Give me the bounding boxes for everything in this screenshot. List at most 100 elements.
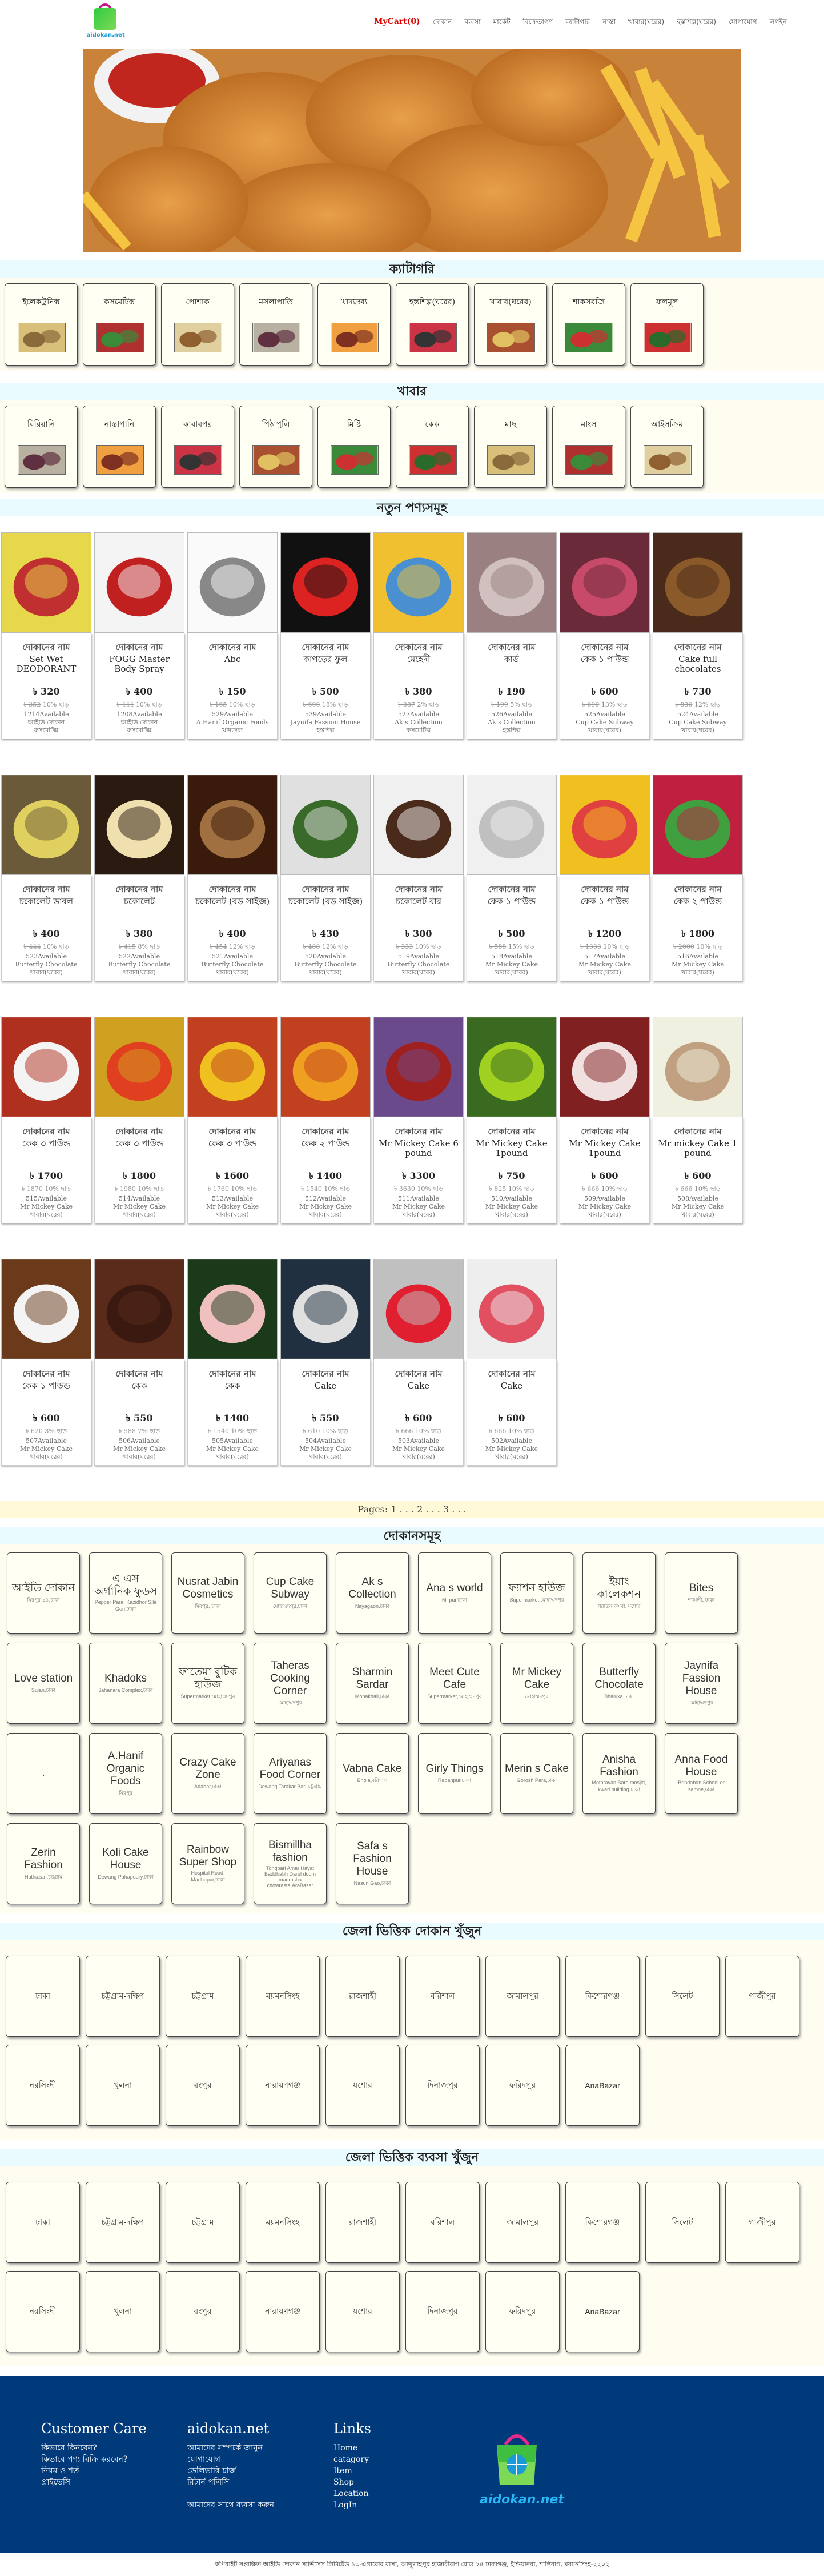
seller-name[interactable]: Mr Mickey Cake — [20, 1445, 73, 1452]
district-card[interactable]: সিলেট — [645, 2182, 720, 2263]
district-card[interactable]: দিনাজপুর — [405, 2271, 480, 2352]
category-card[interactable]: কসমেটিক্স — [83, 283, 156, 366]
shop-card[interactable]: Safa s Fashion House Nasun Gao,ঢাকা — [336, 1823, 409, 1904]
product-image[interactable] — [467, 1259, 557, 1359]
district-card[interactable]: চট্টগ্রাম-দক্ষিণ — [86, 1956, 160, 2037]
product-card[interactable]: দোকানের নাম Mr Mickey Cake 1pound ৳ 600 ৳ 6… — [558, 1017, 652, 1259]
seller-name[interactable]: Mr Mickey Cake — [392, 1203, 445, 1210]
product-name[interactable]: মেহেদী — [407, 654, 431, 664]
product-image[interactable] — [653, 1017, 743, 1117]
seller-name[interactable]: Mr Mickey Cake — [485, 1445, 538, 1452]
product-image[interactable] — [467, 775, 557, 875]
product-image[interactable] — [1, 1259, 91, 1359]
seller-name[interactable]: Butterfly Chocolate — [387, 961, 450, 968]
district-card[interactable]: রংপুর — [166, 2271, 240, 2352]
food-card[interactable]: মাছ — [474, 406, 547, 488]
footer-link[interactable]: আমাদের সম্পর্কে জানুন — [187, 2443, 263, 2453]
nav-item[interactable]: ক্যাটাগরি — [565, 18, 590, 26]
district-card[interactable]: ফরিদপুর — [485, 2045, 560, 2126]
product-name[interactable]: কেক ১ পাউন্ড — [22, 1381, 71, 1391]
product-card[interactable]: দোকানের নাম Mr mickey Cake 1 pound ৳ 600 ৳ … — [652, 1017, 745, 1259]
product-name[interactable]: FOGG Master Body Spray — [109, 654, 170, 674]
footer-link[interactable]: Item — [333, 2466, 352, 2475]
cart-link[interactable]: MyCart(0) — [374, 17, 420, 26]
category-card[interactable]: ইলেকট্রনিক্স — [5, 283, 78, 366]
product-name[interactable]: কেক — [131, 1381, 147, 1391]
product-card[interactable]: দোকানের নাম কেক ২ পাউন্ড ৳ 1800 ৳ 2000 10% … — [652, 775, 745, 1017]
district-card[interactable]: চট্টগ্রাম — [166, 2182, 240, 2263]
district-card[interactable]: নরসিংদী — [6, 2045, 80, 2126]
footer-link[interactable]: রিটার্ন পলিসি — [187, 2478, 230, 2487]
product-card[interactable]: দোকানের নাম Cake full chocolates ৳ 730 ৳ 83… — [652, 532, 745, 775]
district-card[interactable]: খুলনা — [86, 2045, 160, 2126]
district-card[interactable]: নারায়ণগঞ্জ — [246, 2045, 320, 2126]
product-image[interactable] — [653, 532, 743, 633]
product-name[interactable]: কেক ১ পাউন্ড — [580, 654, 629, 664]
product-image[interactable] — [467, 532, 557, 633]
district-card[interactable]: গাজীপুর — [725, 1956, 799, 2037]
site-logo[interactable]: aidokan.net — [86, 3, 126, 41]
food-card[interactable]: মাংস — [552, 406, 625, 488]
seller-name[interactable]: Mr Mickey Cake — [113, 1445, 166, 1452]
product-image[interactable] — [373, 1259, 464, 1359]
district-card[interactable]: কিশোরগঞ্জ — [565, 2182, 640, 2263]
product-name[interactable]: Abc — [224, 654, 241, 664]
product-image[interactable] — [187, 1017, 278, 1117]
product-card[interactable]: দোকানের নাম Cake ৳ 600 ৳ 666 10% ছাড় 502Ava… — [465, 1259, 558, 1501]
product-card[interactable]: দোকানের নাম চকোলেট ৳ 380 ৳ 415 8% ছাড় 522Av… — [93, 775, 186, 1017]
food-card[interactable]: কাবাবপর — [161, 406, 234, 488]
district-card[interactable]: নারায়ণগঞ্জ — [246, 2271, 320, 2352]
product-image[interactable] — [653, 775, 743, 875]
product-card[interactable]: দোকানের নাম চকোলেট বার ৳ 300 ৳ 333 10% ছাড়… — [372, 775, 465, 1017]
category-card[interactable]: খাদ্যদ্রব্য — [317, 283, 391, 366]
shop-card[interactable]: . — [7, 1733, 80, 1814]
nav-item[interactable]: নাস্তা — [602, 18, 616, 26]
district-card[interactable]: AriaBazar — [565, 2045, 640, 2126]
product-card[interactable]: দোকানের নাম Abc ৳ 150 ৳ 165 10% ছাড় 529Avai… — [186, 532, 279, 775]
district-card[interactable]: রাজশাহী — [325, 2182, 400, 2263]
product-name[interactable]: চকোলেট বার — [395, 896, 442, 906]
food-card[interactable]: মিষ্টি — [317, 406, 391, 488]
product-image[interactable] — [560, 532, 650, 633]
footer-link[interactable]: নিয়ম ও শর্ত — [41, 2466, 79, 2475]
product-card[interactable]: দোকানের নাম কেক ২ পাউন্ড ৳ 1400 ৳ 1540 10% … — [279, 1017, 372, 1259]
district-card[interactable]: বরিশাল — [405, 1956, 480, 2037]
seller-name[interactable]: Cup Cake Subway — [669, 719, 727, 726]
product-image[interactable] — [560, 1017, 650, 1117]
district-card[interactable]: নরসিংদী — [6, 2271, 80, 2352]
footer-link[interactable]: LogIn — [333, 2501, 357, 2510]
seller-name[interactable]: Cup Cake Subway — [576, 719, 634, 726]
product-name[interactable]: চকোলেট (বড় সাইজ) — [195, 896, 270, 906]
product-image[interactable] — [94, 775, 184, 875]
footer-link[interactable]: Shop — [333, 2478, 354, 2487]
nav-item[interactable]: ব্যবসা — [464, 18, 481, 26]
product-card[interactable]: দোকানের নাম কেক ৳ 1400 ৳ 1540 10% ছাড় 505Av… — [186, 1259, 279, 1501]
seller-name[interactable]: Butterfly Chocolate — [201, 961, 264, 968]
seller-name[interactable]: Mr Mickey Cake — [578, 1203, 631, 1210]
seller-name[interactable]: Mr Mickey Cake — [299, 1445, 352, 1452]
seller-name[interactable]: Mr Mickey Cake — [113, 1203, 166, 1210]
district-card[interactable]: যশোর — [325, 2271, 400, 2352]
product-card[interactable]: দোকানের নাম কাপড়ের ফুল ৳ 500 ৳ 608 18% ছাড… — [279, 532, 372, 775]
district-card[interactable]: রংপুর — [166, 2045, 240, 2126]
seller-name[interactable]: Mr Mickey Cake — [392, 1445, 445, 1452]
nav-item[interactable]: লগইন — [769, 18, 787, 26]
nav-item[interactable]: মার্কেট — [493, 18, 511, 26]
seller-name[interactable]: Jaynifa Fassion House — [290, 719, 361, 726]
shop-card[interactable]: এ এস অর্গানিক ফুডস Pepper Para, Kazidhor … — [89, 1552, 162, 1634]
product-name[interactable]: চকোলেট — [123, 896, 155, 906]
product-image[interactable] — [187, 532, 278, 633]
district-card[interactable]: চট্টগ্রাম-দক্ষিণ — [86, 2182, 160, 2263]
footer-link[interactable]: যোগাযোগ — [187, 2455, 220, 2464]
shop-card[interactable]: Jaynifa Fassion House মোহাম্মদপুর — [665, 1643, 738, 1724]
seller-name[interactable]: Mr Mickey Cake — [485, 1203, 538, 1210]
product-card[interactable]: দোকানের নাম চকোলেট ডাবল ৳ 400 ৳ 444 10% ছাড… — [0, 775, 93, 1017]
product-card[interactable]: দোকানের নাম Set Wet DEODORANT ৳ 320 ৳ 352 1… — [0, 532, 93, 775]
product-name[interactable]: Mr Mickey Cake 1pound — [569, 1138, 641, 1158]
category-card[interactable]: পোশাক — [161, 283, 234, 366]
district-card[interactable]: AriaBazar — [565, 2271, 640, 2352]
shop-card[interactable]: Khadoks Jahanara Complex,ঢাকা — [89, 1643, 162, 1724]
product-name[interactable]: কেক ৩ পাউন্ড — [115, 1138, 164, 1149]
district-card[interactable]: বরিশাল — [405, 2182, 480, 2263]
food-card[interactable]: বিরিয়ানি — [5, 406, 78, 488]
